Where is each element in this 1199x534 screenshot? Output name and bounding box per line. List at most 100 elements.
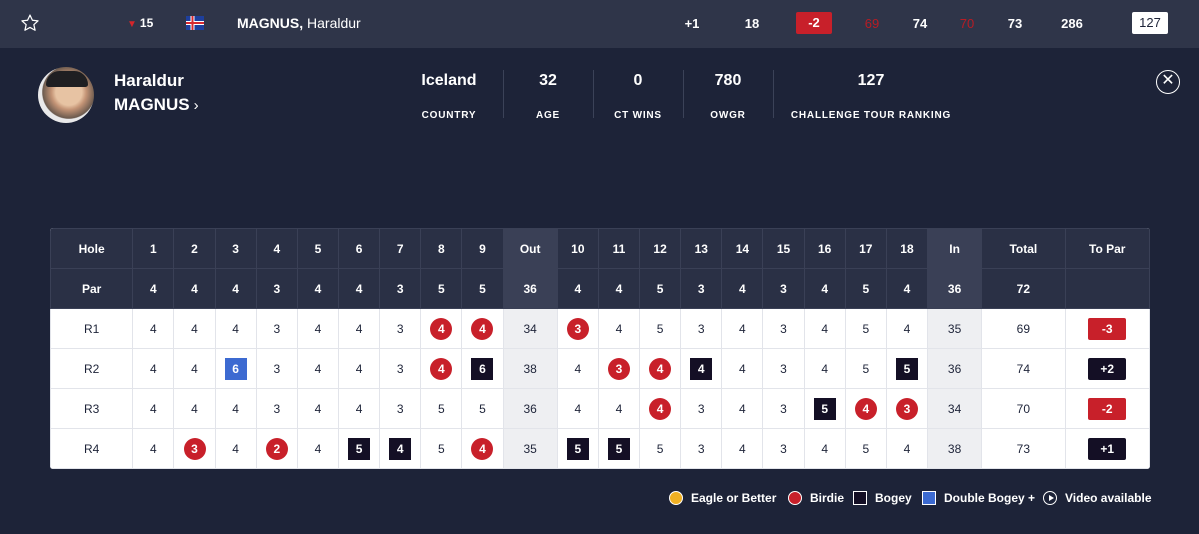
table-row: R3 4 4 4 3 4 4 3 5 5 36 4 4 4 3 4 3 5 4 3 34 70 -2 [50, 388, 1150, 429]
stat-age: 32 AGE [535, 72, 561, 121]
table-cell: 5 [639, 268, 682, 309]
table-cell: 8 [420, 228, 463, 269]
table-cell: 3 [762, 268, 805, 309]
position-movement: ▼ 15 [127, 16, 154, 30]
score-cell: 4 [844, 388, 887, 429]
score-cell: 3 [597, 348, 641, 389]
leaderboard-row[interactable]: ▼ 15 MAGNUS, Haraldur +1 18 -2 69 74 70 7… [0, 0, 1199, 48]
play-icon [1043, 491, 1057, 505]
birdie-marker: 3 [895, 397, 918, 420]
score-cell: 5 [420, 428, 463, 469]
score-cell: 4 [721, 308, 764, 349]
player-profile-link[interactable]: MAGNUS › [114, 95, 199, 114]
score-cell: 35 [502, 428, 558, 469]
table-cell: 9 [461, 228, 504, 269]
birdie-marker: 4 [471, 437, 494, 460]
dbogey-marker: 6 [224, 357, 247, 380]
legend-eagle: Eagle or Better [669, 491, 776, 505]
table-cell: 4 [337, 268, 381, 309]
score-cell: 4 [721, 388, 764, 429]
total-to-par: +1 [684, 16, 700, 31]
score-cell: 70 [981, 388, 1066, 429]
score-cell: 4 [556, 388, 599, 429]
birdie-marker: 4 [471, 317, 494, 340]
table-cell: 36 [502, 268, 558, 309]
score-cell: 3 [379, 388, 422, 429]
table-cell: 15 [762, 228, 805, 269]
double-bogey-icon [922, 491, 936, 505]
round-1-score: 69 [864, 16, 880, 31]
score-cell: 36 [502, 388, 558, 429]
divider [503, 70, 504, 118]
score-cell: 4 [639, 348, 682, 389]
score-cell: 36 [927, 348, 983, 389]
table-cell: 4 [214, 268, 257, 309]
score-cell: 5 [844, 308, 887, 349]
round-2-score: 74 [912, 16, 928, 31]
score-cell: 4 [379, 428, 422, 469]
table-cell: 4 [255, 228, 298, 269]
birdie-icon [788, 491, 802, 505]
birdie-marker: 4 [649, 397, 672, 420]
score-cell: 5 [461, 388, 504, 429]
to-par-cell: +1 [1064, 428, 1150, 469]
score-cell: 3 [762, 388, 805, 429]
round-label: R2 [50, 348, 134, 389]
stat-challenge-tour-ranking: 127 CHALLENGE TOUR RANKING [790, 72, 952, 121]
table-cell: 12 [639, 228, 682, 269]
to-par-badge: -3 [1088, 317, 1127, 340]
table-cell: 4 [885, 268, 929, 309]
table-cell: 13 [680, 228, 723, 269]
score-cell: 4 [132, 308, 175, 349]
player-name[interactable]: MAGNUS, Haraldur [237, 15, 361, 31]
bogey-marker: 5 [607, 437, 630, 460]
score-cell: 4 [173, 348, 216, 389]
score-cell: 5 [639, 428, 682, 469]
score-cell: 69 [981, 308, 1066, 349]
table-cell: 5 [296, 228, 340, 269]
table-row: R4 4 3 4 2 4 5 4 5 4 35 5 5 5 3 4 3 4 5 4 38 73 +1 [50, 428, 1150, 469]
stat-ct-wins: 0 CT WINS [614, 72, 662, 121]
divider [683, 70, 684, 118]
birdie-marker: 4 [430, 357, 453, 380]
round-label: R1 [50, 308, 134, 349]
table-cell: 4 [803, 268, 846, 309]
score-cell: 4 [132, 428, 175, 469]
score-cell: 5 [803, 388, 846, 429]
score-cell: 5 [556, 428, 599, 469]
score-cell: 3 [379, 348, 422, 389]
score-cell: 4 [885, 308, 929, 349]
table-cell: 18 [885, 228, 929, 269]
favorite-star-icon[interactable] [20, 13, 40, 33]
score-cell: 4 [461, 308, 504, 349]
score-cell: 4 [556, 348, 599, 389]
score-cell: 38 [927, 428, 983, 469]
score-cell: 3 [255, 308, 298, 349]
score-cell: 3 [173, 428, 216, 469]
legend-birdie: Birdie [788, 491, 844, 505]
legend-bogey: Bogey [853, 491, 912, 505]
down-arrow-icon: ▼ [127, 19, 137, 30]
round-3-score: 70 [959, 16, 975, 31]
to-par-cell: +2 [1064, 348, 1150, 389]
header-row-par: Par 4 4 4 3 4 4 3 5 5 36 4 4 5 3 4 3 4 5 4 36 72 [50, 268, 1150, 309]
birdie-marker: 2 [265, 437, 288, 460]
table-cell: 4 [597, 268, 641, 309]
table-cell: 4 [173, 268, 216, 309]
to-par-badge: -2 [1088, 397, 1127, 420]
table-cell: 4 [556, 268, 599, 309]
score-cell: 4 [721, 428, 764, 469]
scorecard-table: Hole 1 2 3 4 5 6 7 8 9 Out 10 11 12 13 14 15 16 17 18 In Tota… [50, 228, 1150, 469]
eagle-icon [669, 491, 683, 505]
score-cell: 4 [420, 308, 463, 349]
table-cell: 17 [844, 228, 887, 269]
table-cell: 5 [844, 268, 887, 309]
stat-owgr: 780 OWGR [710, 72, 746, 121]
score-cell: 3 [680, 388, 723, 429]
birdie-marker: 4 [649, 357, 672, 380]
divider [773, 70, 774, 118]
score-cell: 5 [844, 428, 887, 469]
close-button[interactable]: ✕ [1156, 70, 1180, 94]
score-cell: 4 [214, 428, 257, 469]
table-cell: 7 [379, 228, 422, 269]
